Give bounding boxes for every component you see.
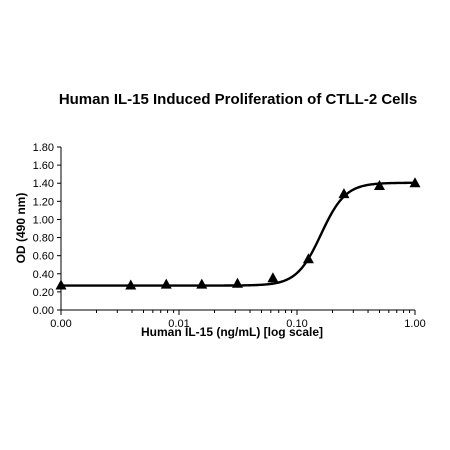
y-tick-label: 0.60 [33, 251, 54, 263]
x-tick-label: 1.00 [404, 318, 425, 330]
chart-title: Human IL-15 Induced Proliferation of CTL… [59, 91, 417, 108]
data-point [160, 278, 172, 289]
y-tick-label: 0.00 [33, 305, 54, 317]
data-point [196, 278, 208, 289]
y-tick-label: 1.20 [33, 196, 54, 208]
data-markers [55, 177, 421, 290]
x-tick-label: 0.00 [50, 318, 71, 330]
data-point [267, 272, 279, 283]
data-point [409, 177, 421, 188]
data-point [125, 279, 137, 290]
x-tick-label: 0.10 [286, 318, 307, 330]
data-point [231, 277, 243, 288]
y-tick-label: 1.80 [33, 142, 54, 154]
plot-area: 0.00 0.01 0.10 1.00 0.00 0.20 0.40 0.60 0.80 1.0… [33, 142, 426, 330]
y-axis-label: OD (490 nm) [14, 193, 28, 264]
x-tick-label: 0.01 [168, 318, 189, 330]
data-point [55, 279, 67, 290]
x-axis-ticks: 0.00 0.01 0.10 1.00 [50, 310, 426, 330]
x-axis-label: Human IL-15 (ng/mL) [log scale] [141, 325, 323, 339]
y-tick-label: 0.80 [33, 233, 54, 245]
y-tick-label: 1.40 [33, 178, 54, 190]
y-axis-ticks: 0.00 0.20 0.40 0.60 0.80 1.00 1.20 1.40 1.60 1.80 [33, 142, 61, 317]
y-tick-label: 0.40 [33, 269, 54, 281]
y-tick-label: 1.60 [33, 160, 54, 172]
fit-curve [61, 181, 415, 287]
y-tick-label: 0.20 [33, 287, 54, 299]
data-point [338, 188, 350, 199]
data-point [302, 253, 314, 264]
y-tick-label: 1.00 [33, 214, 54, 226]
data-point [373, 179, 385, 190]
